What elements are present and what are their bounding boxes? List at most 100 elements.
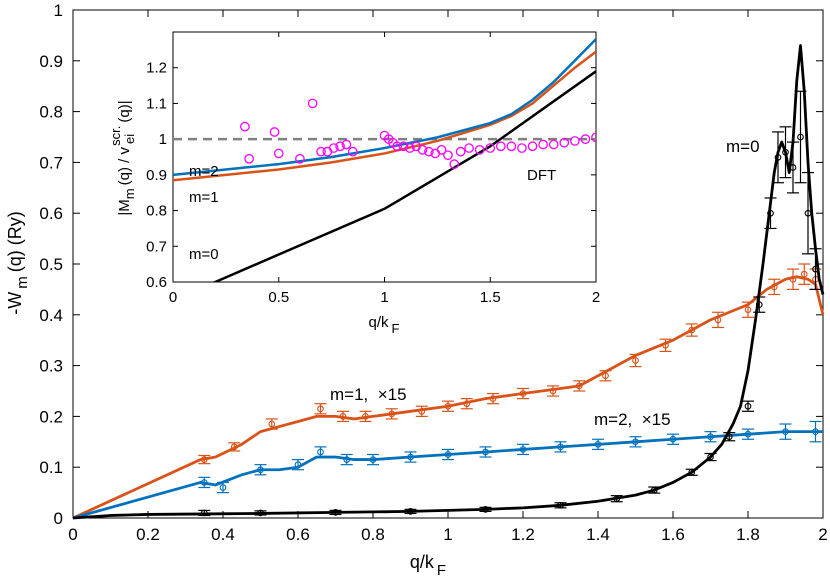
inset-x-axis-label-main: q/k (369, 314, 390, 331)
series-m1-point (489, 395, 497, 402)
inset-y-tick-label: 1.2 (146, 60, 167, 77)
inset-dft-point (455, 146, 466, 157)
inset-dft-point (538, 139, 548, 150)
main-m0-annotation: m=0 (726, 137, 760, 156)
inset-y-axis-label-a-sub: m (122, 188, 137, 199)
main-x-tick-label: 1.6 (661, 525, 685, 544)
inset-dft-point (244, 153, 254, 164)
series-m2-point (632, 438, 639, 446)
main-y-tick-label: 0.6 (39, 204, 63, 223)
inset-dft-point (347, 146, 358, 157)
series-m1-point (770, 283, 778, 291)
inset-dft-point (392, 141, 403, 152)
series-m2-point (482, 448, 489, 456)
series-m0-point (744, 402, 752, 410)
series-m0-point (797, 133, 804, 141)
series-m0-point (725, 433, 733, 441)
main-x-tick-label: 1.4 (586, 525, 610, 544)
inset-m0-annotation: m=0 (189, 246, 219, 263)
inset-y-tick-label: 1 (159, 131, 167, 148)
series-m1-point (602, 372, 609, 380)
main-y-tick-label: 0.4 (39, 306, 63, 325)
inset-y-tick-label: 0.9 (146, 167, 167, 184)
inset-dft-point (307, 98, 318, 109)
series-m2-point (782, 428, 789, 435)
series-m2-point (812, 428, 819, 435)
series-m2-point (369, 456, 377, 463)
inset-dft-point (295, 153, 305, 164)
series-m2-point (294, 461, 302, 469)
series-m1-point (744, 306, 752, 314)
main-x-tick-label: 1.8 (736, 525, 760, 544)
series-m2-point (444, 451, 452, 458)
main-y-tick-label: 0.1 (39, 458, 63, 477)
inset-dft-point (273, 148, 284, 159)
series-m0-point (767, 209, 774, 217)
inset-dft-point (517, 143, 527, 153)
series-m0-point (257, 509, 264, 517)
inset-y-tick-label: 0.6 (146, 274, 167, 291)
inset-series-m0-line (212, 70, 596, 282)
inset-series-m1-line (173, 50, 596, 182)
inset-dft-point (417, 145, 428, 155)
inset-dft-point (559, 137, 570, 148)
inset-x-tick-label: 0 (169, 289, 177, 306)
series-m0-point (650, 486, 658, 494)
main-x-tick-label: 2 (818, 525, 827, 544)
series-m2-point (594, 440, 602, 448)
series-m1-point (317, 405, 324, 413)
series-m1-point (800, 270, 808, 278)
series-m2-line (72, 430, 823, 520)
series-m1-point (789, 275, 797, 283)
main-x-axis-label-sub: F (437, 562, 446, 579)
series-m1-point (388, 410, 396, 418)
series-m1-point (200, 456, 208, 463)
inset-dft-point (474, 145, 485, 155)
series-m2-point (407, 453, 414, 461)
inset-dft-point (436, 145, 447, 155)
series-m1-point (714, 316, 722, 324)
series-m1-point (268, 420, 276, 428)
inset-x-axis-label-sub: F (392, 321, 400, 336)
series-m2-point (519, 446, 527, 453)
inset-dft-point (495, 141, 506, 152)
series-m2-point (257, 466, 264, 474)
main-x-tick-label: 0.8 (361, 525, 385, 544)
series-m1-point (662, 341, 669, 349)
inset-dft-point (335, 141, 345, 152)
inset-dft-point (527, 141, 538, 152)
series-m0-point (755, 301, 763, 308)
series-m2-point (343, 456, 351, 463)
series-m2-point (200, 479, 208, 486)
main-y-tick-label: 0.7 (39, 153, 63, 172)
inset-y-axis-label-b-sub: ei (122, 134, 137, 144)
inset-dft-point (464, 143, 474, 153)
main-x-tick-label: 0 (68, 525, 77, 544)
series-m2-point (317, 448, 324, 456)
inset-x-tick-label: 1 (380, 289, 388, 306)
series-m0-point (688, 468, 696, 476)
series-m1-point (339, 413, 347, 420)
main-x-tick-label: 1.2 (511, 525, 535, 544)
inset-x-tick-label: 2 (592, 289, 600, 306)
inset-dft-point (569, 136, 580, 146)
series-m1-point (575, 382, 583, 390)
main-y-axis-label-pre: -W (5, 292, 25, 315)
inset-y-axis-label-b: (q) / v (116, 147, 133, 186)
inset-y-axis-label: |Mm (q) / v eiscr. (q)| (108, 100, 137, 215)
inset-y-axis-label-c: (q)| (116, 100, 133, 122)
series-m0-point (812, 265, 819, 273)
series-m0-point (557, 501, 564, 509)
series-m0-point (774, 153, 782, 161)
inset-x-axis-label: q/k F (369, 314, 400, 336)
series-m0-point (613, 495, 621, 503)
series-m2-point (557, 443, 564, 451)
inset-dft-annotation: DFT (527, 167, 556, 184)
inset-dft-point (485, 143, 496, 153)
series-m1-line (72, 275, 825, 520)
main-y-tick-label: 0.2 (39, 407, 63, 426)
main-y-tick-label: 0.5 (39, 255, 63, 274)
main-x-tick-label: 1 (443, 525, 452, 544)
main-m2-annotation: m=2, ×15 (594, 410, 671, 429)
inset-y-tick-label: 1.1 (146, 95, 167, 112)
